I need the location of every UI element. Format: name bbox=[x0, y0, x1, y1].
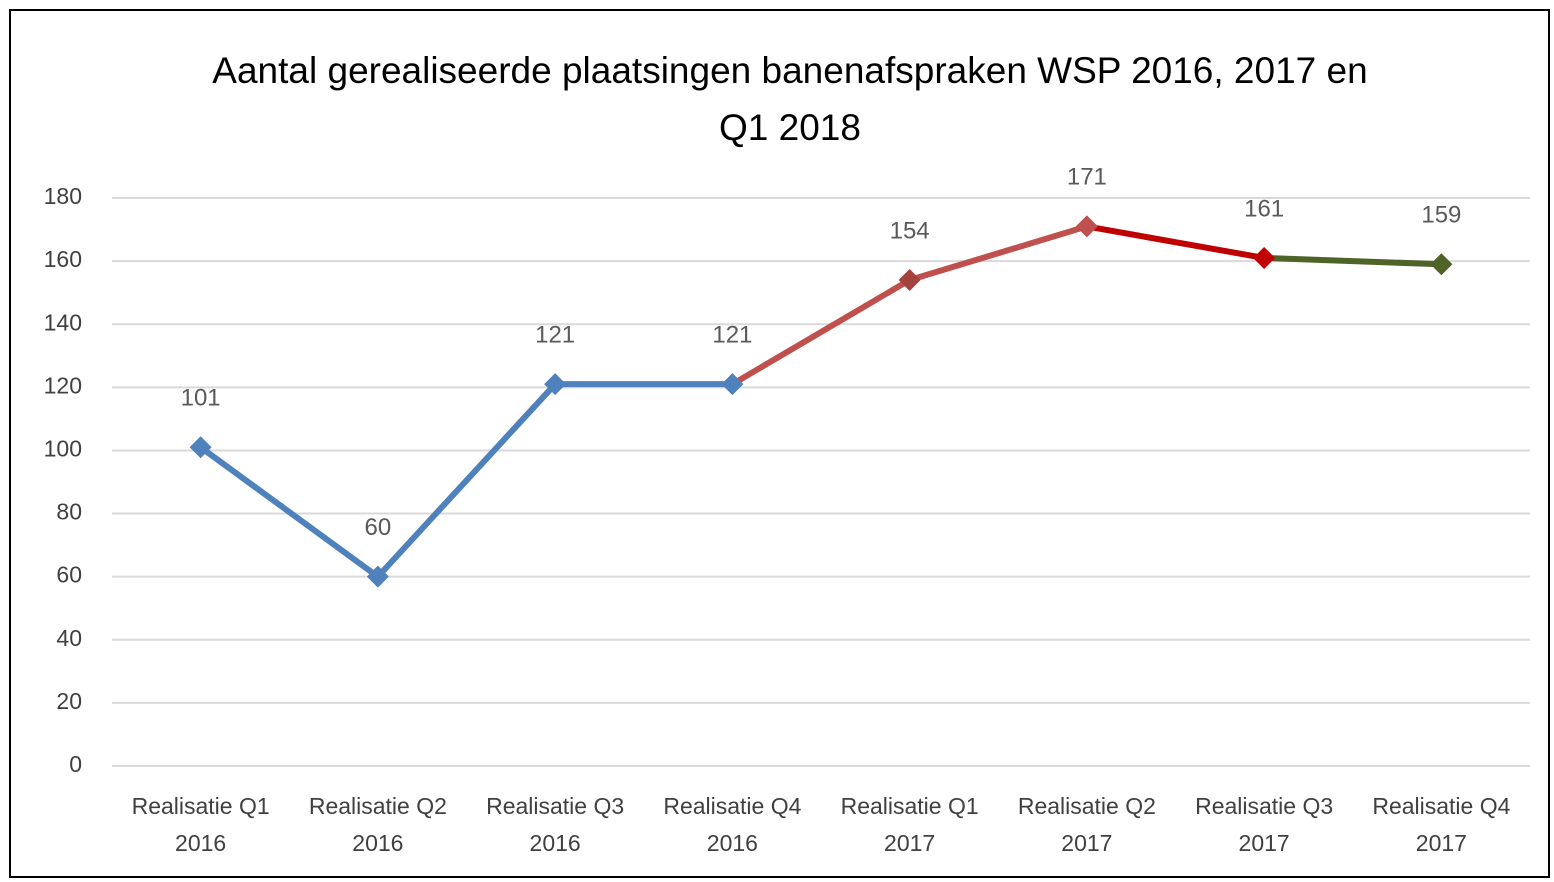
y-tick-label: 40 bbox=[56, 625, 82, 651]
marker bbox=[898, 269, 921, 292]
line-segment bbox=[1083, 223, 1268, 261]
x-tick-label: Realisatie Q4 2017 bbox=[1372, 793, 1511, 856]
y-tick-label: 120 bbox=[44, 372, 82, 398]
line-segment bbox=[197, 444, 381, 580]
data-label: 60 bbox=[365, 514, 392, 541]
y-tick-label: 140 bbox=[44, 309, 82, 335]
x-tick-label: Realisatie Q2 2017 bbox=[1017, 793, 1156, 856]
chart-frame bbox=[9, 9, 1550, 878]
data-label: 161 bbox=[1244, 195, 1284, 222]
data-label: 171 bbox=[1067, 164, 1107, 191]
x-tick-label: Realisatie Q3 2016 bbox=[486, 793, 625, 856]
x-tick-label: Realisatie Q2 2016 bbox=[308, 793, 447, 856]
marker bbox=[721, 373, 744, 396]
marker bbox=[1253, 246, 1276, 269]
y-tick-label: 80 bbox=[56, 499, 82, 525]
x-tick-label: Realisatie Q1 2017 bbox=[840, 793, 979, 856]
data-label: 121 bbox=[712, 322, 752, 349]
y-tick-label: 100 bbox=[44, 436, 82, 462]
x-tick-label: Realisatie Q3 2017 bbox=[1195, 793, 1334, 856]
data-label: 121 bbox=[535, 322, 575, 349]
marker bbox=[366, 565, 389, 588]
line-segment bbox=[906, 223, 1090, 284]
data-label: 101 bbox=[181, 385, 221, 412]
y-tick-label: 160 bbox=[44, 246, 82, 272]
marker bbox=[1075, 215, 1098, 238]
marker bbox=[189, 436, 212, 459]
line-segment bbox=[729, 277, 913, 388]
y-tick-label: 60 bbox=[56, 562, 82, 588]
line-segment bbox=[1261, 254, 1445, 268]
y-tick-label: 0 bbox=[69, 751, 82, 777]
data-label: 154 bbox=[890, 217, 930, 244]
data-label: 159 bbox=[1421, 202, 1461, 229]
marker bbox=[544, 373, 567, 396]
chart-title: Aantal gerealiseerde plaatsingen banenaf… bbox=[212, 50, 1368, 148]
x-tick-label: Realisatie Q1 2016 bbox=[131, 793, 270, 856]
x-tick-label: Realisatie Q4 2016 bbox=[663, 793, 802, 856]
line-segment bbox=[374, 381, 559, 580]
marker bbox=[1430, 253, 1453, 276]
y-tick-label: 20 bbox=[56, 688, 82, 714]
y-tick-label: 180 bbox=[44, 183, 82, 209]
